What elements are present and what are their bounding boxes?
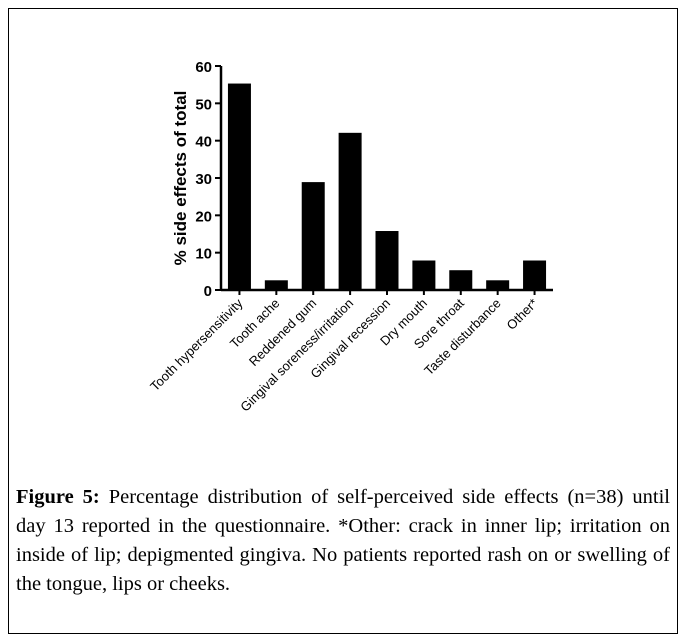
bar [412,260,436,290]
x-tick-label: Other* [503,296,540,333]
figure-frame [8,8,678,634]
caption-label: Figure 5: [16,486,100,508]
y-tick-label: 40 [195,134,212,151]
caption-text: Percentage distribution of self-perceive… [16,486,670,595]
bar [301,182,325,290]
bar [264,280,288,290]
bar [375,231,399,290]
bar [486,280,510,290]
bars-group [227,83,547,291]
bar [338,132,362,290]
figure-caption: Figure 5: Percentage distribution of sel… [16,483,670,599]
y-tick-label: 50 [195,96,212,113]
y-tick-label: 30 [195,171,212,188]
y-tick-label: 60 [195,59,212,76]
bar [449,270,473,290]
bar [227,83,251,291]
y-tick-label: 10 [195,246,212,263]
y-tick-label: 0 [204,283,212,300]
y-tick-label: 20 [195,208,212,225]
bar [523,260,547,290]
y-axis-label: % side effects of total [171,91,190,266]
